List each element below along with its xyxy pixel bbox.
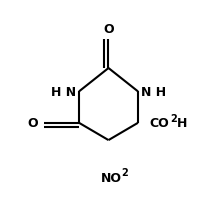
Text: O: O (28, 117, 38, 130)
Text: O: O (103, 22, 114, 35)
Text: CO: CO (149, 117, 169, 130)
Text: H: H (176, 117, 187, 130)
Text: 2: 2 (122, 168, 128, 178)
Text: N H: N H (141, 85, 166, 98)
Text: NO: NO (100, 171, 121, 184)
Text: 2: 2 (170, 114, 177, 124)
Text: H N: H N (51, 85, 76, 98)
